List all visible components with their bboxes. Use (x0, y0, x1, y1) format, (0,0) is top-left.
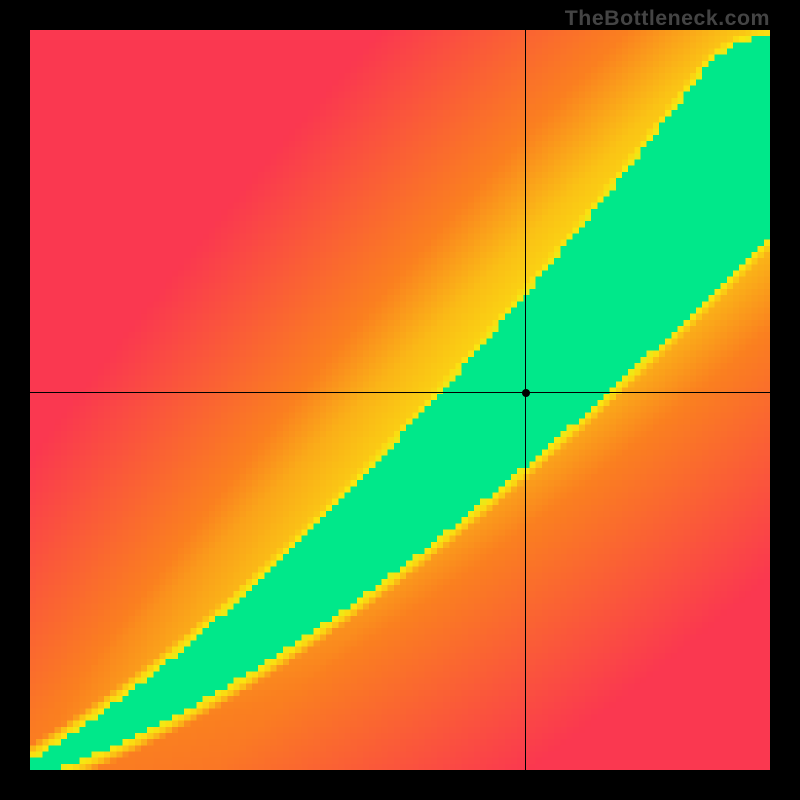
heatmap-canvas (30, 30, 770, 770)
crosshair-horizontal (30, 392, 770, 393)
crosshair-dot (522, 389, 530, 397)
watermark-text: TheBottleneck.com (565, 6, 770, 31)
chart-container: TheBottleneck.com (0, 0, 800, 800)
crosshair-vertical (525, 30, 526, 770)
